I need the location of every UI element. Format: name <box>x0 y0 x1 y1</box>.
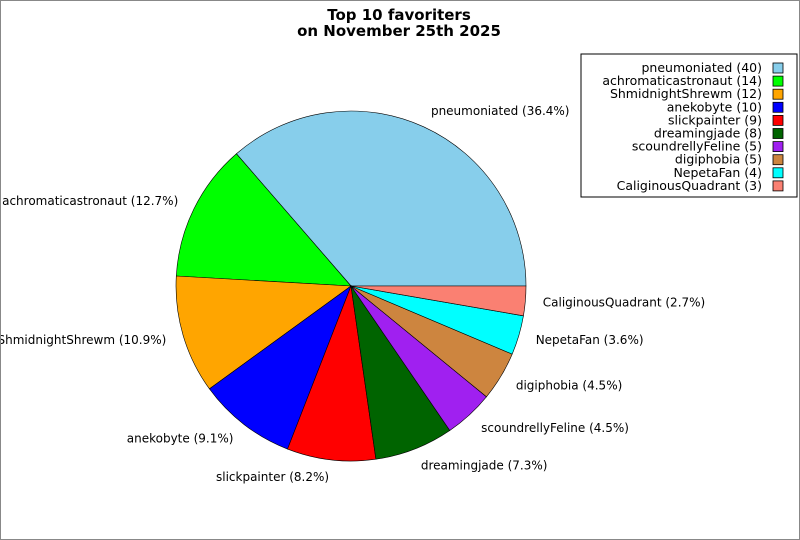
legend-swatch-dreamingjade <box>772 128 784 139</box>
pie-slice-ShmidnightShrewm <box>175 275 352 390</box>
slice-label-scoundrellyFeline: scoundrellyFeline (4.5%) <box>481 421 629 435</box>
legend-swatch-digiphobia <box>772 154 784 166</box>
legend-label-achromaticastronaut: achromaticastronaut (14) <box>602 73 762 88</box>
pie-slice-anekobyte <box>209 285 352 450</box>
legend-swatch-pneumoniated <box>772 62 784 74</box>
slice-label-ShmidnightShrewm: ShmidnightShrewm (10.9%) <box>1 333 166 347</box>
chart-title-line-2: on November 25th 2025 <box>297 22 501 40</box>
slice-label-achromaticastronaut: achromaticastronaut (12.7%) <box>2 194 178 208</box>
legend-swatch-anekobyte <box>772 101 784 113</box>
pie-slice-pneumoniated <box>235 110 527 287</box>
pie-slice-CaliginousQuadrant <box>350 285 527 317</box>
legend-box <box>580 53 798 198</box>
legend-label-NepetaFan: NepetaFan (4) <box>673 165 762 180</box>
slice-label-dreamingjade: dreamingjade (7.3%) <box>421 458 548 472</box>
slice-label-digiphobia: digiphobia (4.5%) <box>516 378 622 392</box>
slice-label-pneumoniated: pneumoniated (36.4%) <box>431 104 570 118</box>
legend-label-pneumoniated: pneumoniated (40) <box>641 60 762 75</box>
legend-swatch-scoundrellyFeline <box>772 141 784 153</box>
legend-label-ShmidnightShrewm: ShmidnightShrewm (12) <box>610 86 762 101</box>
legend-label-digiphobia: digiphobia (5) <box>675 152 762 167</box>
legend-swatch-achromaticastronaut <box>772 75 784 87</box>
legend-label-dreamingjade: dreamingjade (8) <box>654 126 762 141</box>
legend-swatch-slickpainter <box>772 115 784 126</box>
legend-swatch-ShmidnightShrewm <box>772 88 784 100</box>
legend: pneumoniated (40)achromaticastronaut (14… <box>580 53 798 198</box>
legend-label-slickpainter: slickpainter (9) <box>668 112 762 127</box>
slice-label-anekobyte: anekobyte (9.1%) <box>127 431 234 445</box>
pie-slice-achromaticastronaut <box>175 153 352 287</box>
pie-slice-slickpainter <box>287 284 377 462</box>
slice-label-CaliginousQuadrant: CaliginousQuadrant (2.7%) <box>543 295 705 309</box>
legend-swatch-CaliginousQuadrant <box>772 180 784 192</box>
slice-label-slickpainter: slickpainter (8.2%) <box>216 470 329 484</box>
legend-label-scoundrellyFeline: scoundrellyFeline (5) <box>632 139 762 154</box>
legend-label-CaliginousQuadrant: CaliginousQuadrant (3) <box>617 178 762 193</box>
slice-label-NepetaFan: NepetaFan (3.6%) <box>536 333 644 347</box>
chart-title-line-1: Top 10 favoriters <box>327 6 471 24</box>
legend-label-anekobyte: anekobyte (10) <box>667 99 762 114</box>
legend-swatch-NepetaFan <box>772 167 784 179</box>
